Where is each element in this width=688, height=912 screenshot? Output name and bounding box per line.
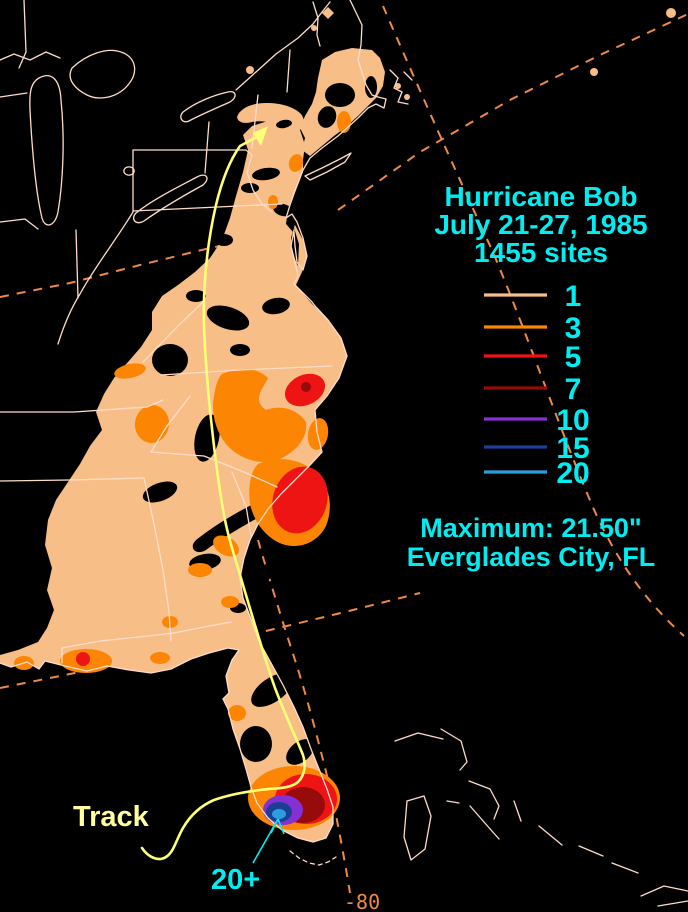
rain7-region — [301, 382, 311, 392]
rain-spot — [311, 25, 317, 31]
latitude-line-northeast — [337, 13, 688, 211]
fl-ga-border — [61, 621, 232, 664]
rain3-region-carolinas — [213, 369, 307, 463]
rain3-region — [337, 111, 351, 133]
dry-hole — [325, 83, 355, 107]
delaware-bay — [286, 216, 295, 232]
dry-hole — [262, 297, 290, 315]
atlantic-gulf-coastline — [0, 0, 387, 843]
rain-spot-offshore — [590, 68, 598, 76]
latitude-line-upper — [0, 235, 269, 298]
lake-ontario — [180, 91, 236, 123]
dry-hole — [152, 344, 188, 376]
dry-hole — [142, 481, 178, 503]
lake-superior-shore — [0, 51, 61, 61]
dry-hole — [286, 739, 314, 765]
lake-michigan — [29, 75, 64, 226]
legend: 1 3 5 7 10 15 20 — [484, 280, 590, 490]
delaware-river-border — [246, 154, 273, 213]
ny-pa-border — [132, 149, 253, 156]
rain-layer-20in — [272, 809, 286, 819]
southern-state-borders — [0, 451, 278, 642]
rain3-region — [268, 195, 278, 209]
dry-hole — [240, 726, 272, 762]
rain3-region — [134, 405, 170, 443]
dry-hole — [245, 563, 279, 585]
maximum-line-2: Everglades City, FL — [407, 542, 656, 572]
rain-spot — [246, 66, 254, 74]
rain3-region — [228, 705, 246, 721]
ohio-river — [57, 211, 134, 345]
canada-border — [235, 1, 331, 91]
legend-value-20: 20 — [556, 457, 589, 490]
rain-spot — [404, 94, 410, 100]
track-line — [140, 136, 306, 861]
title-line-2: July 21-27, 1985 — [434, 209, 647, 240]
rain-spot — [395, 83, 401, 89]
legend-value-10: 10 — [556, 404, 589, 437]
dry-hole — [230, 344, 250, 356]
dry-hole — [251, 673, 293, 707]
dry-hole — [241, 183, 259, 193]
dry-hole — [317, 106, 337, 128]
dry-hole — [186, 290, 206, 302]
lake-st-clair — [123, 166, 135, 176]
dry-hole — [252, 167, 280, 181]
title-block: Hurricane Bob July 21-27, 1985 1455 site… — [434, 181, 647, 268]
legend-value-7: 7 — [565, 373, 582, 406]
lake-huron — [69, 49, 136, 99]
dry-hole — [365, 76, 377, 98]
florida-keys — [289, 850, 337, 866]
hurricane-track — [140, 126, 306, 861]
maximum-line-1: Maximum: 21.50" — [420, 513, 641, 543]
long-island-sound — [310, 148, 350, 168]
oh-pa-mason-dixon — [132, 149, 283, 213]
rain-spot-north — [322, 7, 334, 19]
max-point-callout: 20+ — [211, 818, 285, 896]
meridian-75w — [382, 5, 685, 637]
rain3-region — [114, 363, 146, 379]
legend-value-1: 1 — [565, 280, 582, 313]
rain3-region — [288, 154, 304, 172]
rain3-region — [188, 563, 212, 577]
max-point-arrow — [252, 818, 285, 864]
midwest-borders — [0, 0, 79, 299]
track-arrowhead — [253, 126, 268, 146]
max-point-label: 20+ — [211, 864, 260, 896]
nova-scotia-coast — [389, 69, 413, 105]
rain5-region — [272, 466, 328, 534]
lake-erie — [132, 174, 208, 224]
legend-value-5: 5 — [565, 341, 582, 374]
rain5-region — [76, 652, 90, 666]
niagara-border — [204, 121, 210, 174]
legend-value-3: 3 — [565, 312, 582, 345]
legend-values: 1 3 5 7 10 15 20 — [556, 280, 589, 490]
ky-tn-va-nc-borders — [0, 301, 333, 453]
dry-hole — [215, 234, 233, 246]
rain20-region — [272, 809, 286, 819]
long-island — [304, 152, 352, 181]
rain3-region — [150, 652, 170, 664]
dry-hole — [206, 305, 250, 331]
title-line-3: 1455 sites — [474, 237, 608, 268]
longitude-label: -80 — [344, 890, 380, 912]
rain3-region — [221, 596, 239, 608]
meridian-80w — [257, 539, 351, 894]
title-line-1: Hurricane Bob — [445, 181, 638, 212]
rain-spot-offshore — [666, 8, 676, 18]
track-label: Track — [73, 801, 150, 833]
legend-swatches — [484, 293, 547, 474]
legend-value-15: 15 — [556, 432, 589, 465]
bahamas-islands — [394, 728, 688, 907]
maximum-block: Maximum: 21.50" Everglades City, FL — [407, 513, 656, 572]
dry-hole — [276, 119, 292, 129]
